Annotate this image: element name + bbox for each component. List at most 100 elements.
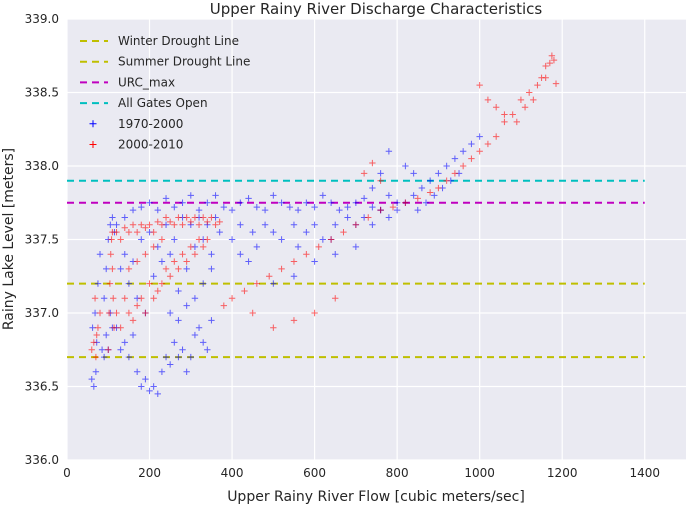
data-point (344, 214, 351, 221)
data-point (146, 221, 153, 228)
data-point (142, 309, 149, 317)
data-point (133, 228, 141, 236)
y-axis-label: Rainy Lake Level [meters] (1, 148, 17, 330)
data-point (199, 339, 207, 346)
data-point (166, 273, 174, 280)
data-point (113, 221, 120, 228)
data-point (162, 265, 170, 273)
data-point (352, 199, 360, 206)
data-point (476, 133, 483, 140)
y-tick-label: 337.0 (25, 306, 59, 320)
data-point (175, 265, 182, 273)
data-point (100, 295, 108, 302)
data-point (129, 317, 137, 324)
data-point (534, 81, 541, 89)
data-point (542, 62, 549, 70)
data-point (546, 59, 554, 67)
data-point (183, 302, 190, 309)
data-point (150, 243, 157, 251)
legend-entry: All Gates Open (118, 96, 208, 110)
data-point (220, 203, 228, 211)
data-point (327, 236, 335, 243)
data-point (94, 280, 102, 287)
data-point (125, 228, 133, 236)
data-point (385, 214, 393, 221)
data-point (414, 206, 421, 214)
data-point (216, 228, 223, 236)
data-point (195, 236, 203, 243)
data-point (492, 133, 500, 140)
data-point (179, 251, 186, 258)
data-point (270, 228, 277, 236)
data-point (228, 236, 236, 243)
series-1 (88, 52, 560, 361)
data-point (195, 221, 203, 228)
data-point (166, 361, 174, 368)
chart-title: Upper Rainy River Discharge Characterist… (210, 0, 543, 18)
data-point (113, 228, 120, 236)
data-point (199, 243, 207, 251)
data-point (336, 206, 343, 214)
data-point (103, 331, 110, 339)
data-point (187, 243, 194, 251)
data-point (319, 236, 327, 243)
data-point (431, 192, 438, 199)
data-point (166, 251, 174, 258)
data-point (162, 353, 170, 361)
data-point (311, 221, 318, 228)
data-point (121, 295, 128, 302)
data-point (166, 309, 174, 317)
data-point (249, 309, 256, 317)
data-point (212, 192, 219, 199)
data-point (103, 265, 110, 273)
grid (66, 18, 686, 461)
data-point (377, 170, 384, 177)
data-point (92, 353, 100, 361)
data-point (109, 265, 116, 273)
data-point (245, 258, 252, 265)
data-point (142, 375, 149, 383)
y-tick-label: 338.5 (25, 86, 59, 100)
data-point (171, 339, 178, 346)
data-point (133, 302, 141, 309)
x-tick-label: 1400 (629, 466, 660, 480)
data-point (418, 184, 426, 192)
data-point (91, 295, 99, 302)
data-point (548, 52, 556, 59)
data-point (294, 243, 302, 251)
data-point (212, 221, 219, 228)
data-point (393, 206, 401, 214)
data-point (208, 214, 215, 221)
data-point (369, 184, 376, 192)
data-point (237, 221, 244, 228)
data-point (332, 251, 339, 258)
data-point (96, 309, 104, 317)
data-point (166, 218, 174, 226)
data-point (311, 309, 318, 317)
data-point (270, 192, 277, 199)
data-point (138, 236, 145, 243)
data-point (204, 236, 211, 243)
data-point (253, 203, 261, 211)
data-point (110, 295, 117, 302)
data-point (332, 221, 339, 228)
data-point (187, 353, 194, 361)
data-point (109, 214, 116, 221)
data-point (117, 346, 124, 353)
data-point (303, 199, 310, 206)
data-point (125, 353, 133, 361)
data-point (208, 265, 215, 273)
data-point (100, 353, 108, 361)
data-points (88, 52, 560, 398)
x-tick-label: 1200 (547, 466, 578, 480)
data-point (138, 203, 145, 211)
data-point (369, 203, 376, 211)
data-point (443, 177, 450, 184)
data-point (175, 214, 182, 221)
data-point (191, 295, 199, 302)
data-point (451, 155, 459, 162)
data-point (340, 228, 347, 236)
data-point (133, 258, 141, 265)
data-point (113, 309, 120, 317)
